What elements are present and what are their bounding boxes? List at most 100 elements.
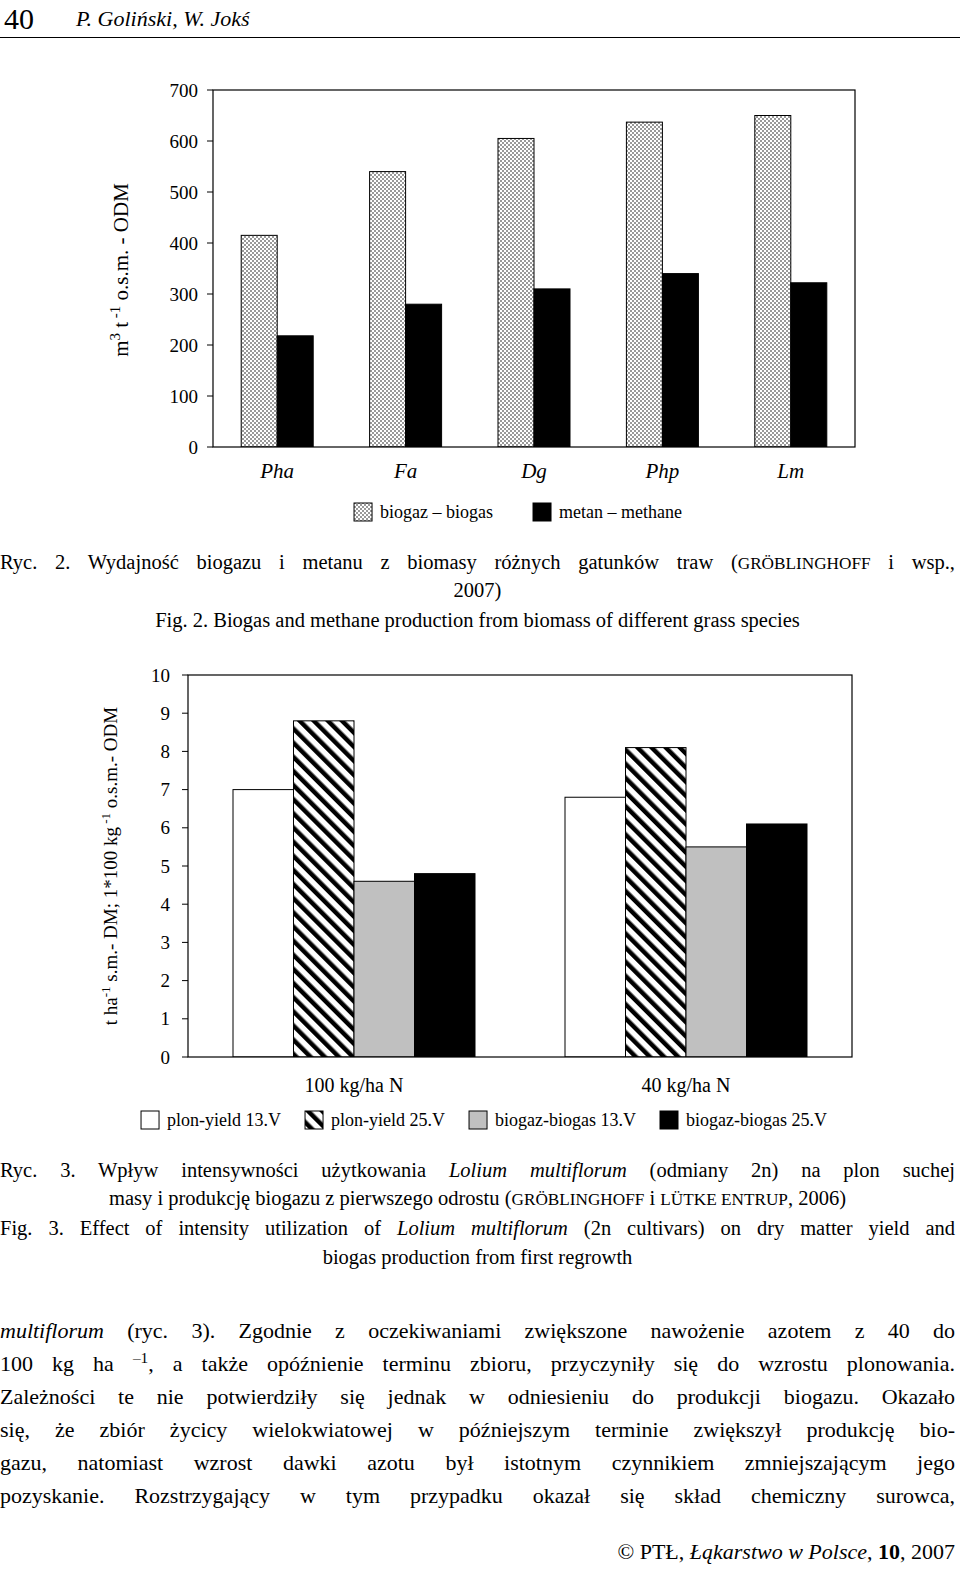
caption-line: Fig. 3. Effect of intensity utilization … bbox=[0, 1213, 955, 1243]
y-tick bbox=[182, 827, 188, 828]
bar bbox=[747, 824, 808, 1057]
caption-line-text: 2007) bbox=[454, 579, 502, 601]
body-line: multiflorum (ryc. 3). Zgodnie z oczekiwa… bbox=[0, 1314, 955, 1347]
x-tick-label: Fa bbox=[393, 459, 417, 483]
caption-line-text: Ryc. 2. Wydajność biogazu i metanu z bio… bbox=[0, 551, 738, 573]
caption-line: Ryc. 2. Wydajność biogazu i metanu z bio… bbox=[0, 547, 955, 577]
x-tick-label: 40 kg/ha N bbox=[642, 1074, 731, 1097]
y-axis-title-part: 3 bbox=[107, 333, 123, 341]
bar bbox=[755, 116, 791, 448]
y-axis-title: t ha-1 s.m.- DM; 1*100 kg -1 o.s.m.- ODM bbox=[98, 707, 122, 1026]
y-tick bbox=[207, 243, 213, 244]
x-tick-label: Dg bbox=[520, 459, 547, 483]
bar bbox=[565, 797, 626, 1057]
y-tick-label: 0 bbox=[161, 1047, 171, 1068]
y-tick bbox=[207, 294, 213, 295]
y-tick-label: 2 bbox=[161, 970, 171, 991]
caption-line-text: GRÖBLINGHOFF bbox=[738, 554, 871, 573]
y-axis-title-part: -1 bbox=[98, 813, 113, 827]
caption-line-text: biogas production from first regrowth bbox=[323, 1246, 633, 1268]
bars bbox=[241, 116, 827, 448]
y-axis-title-part: -1 bbox=[98, 986, 113, 997]
bar bbox=[791, 283, 827, 447]
y-tick-label: 3 bbox=[161, 932, 171, 953]
y-tick-label: 9 bbox=[161, 703, 171, 724]
footer-text: , 2007 bbox=[900, 1539, 955, 1564]
y-axis-title-part: t ha bbox=[100, 997, 121, 1026]
caption-line-text: GRÖBLINGHOFF bbox=[511, 1190, 644, 1209]
caption-line-text: masy i produkcję biogazu z pierwszego od… bbox=[109, 1187, 511, 1209]
running-head: P. Goliński, W. Jokś bbox=[76, 5, 250, 33]
body-line-text: pozyskanie. Rozstrzygający w tym przypad… bbox=[0, 1483, 955, 1508]
y-tick-label: 600 bbox=[170, 131, 199, 152]
y-tick bbox=[182, 1057, 188, 1058]
legend-label: metan – methane bbox=[559, 502, 682, 522]
chart: 0100200300400500600700PhaFaDgPhpLmm3 t -… bbox=[107, 80, 855, 523]
legend-label: biogaz-biogas 13.V bbox=[495, 1110, 636, 1130]
body-line-text: (ryc. 3). Zgodnie z oczekiwaniami zwięks… bbox=[104, 1318, 955, 1343]
body-line-text: multiflorum bbox=[0, 1318, 104, 1343]
y-tick-label: 6 bbox=[161, 817, 171, 838]
y-tick-label: 400 bbox=[170, 233, 199, 254]
bar bbox=[370, 172, 406, 447]
y-axis-title-part: o.s.m. - ODM bbox=[109, 183, 133, 306]
caption-line-text: Fig. 2. Biogas and methane production fr… bbox=[155, 609, 800, 631]
y-tick bbox=[182, 789, 188, 790]
legend: biogaz – biogas metan – methane bbox=[354, 502, 682, 522]
x-tick-label: Php bbox=[644, 459, 679, 483]
y-tick-label: 500 bbox=[170, 182, 199, 203]
footer-text: , bbox=[867, 1539, 878, 1564]
body-line-text: –1 bbox=[133, 1349, 148, 1366]
y-tick-label: 4 bbox=[161, 894, 171, 915]
legend-swatch bbox=[354, 503, 372, 521]
legend-swatch bbox=[305, 1111, 323, 1129]
body-line: pozyskanie. Rozstrzygający w tym przypad… bbox=[0, 1479, 955, 1512]
footer-text: © PTŁ, bbox=[617, 1539, 689, 1564]
bar bbox=[294, 721, 355, 1057]
legend-label: plon-yield 25.V bbox=[331, 1110, 445, 1130]
bar bbox=[686, 847, 747, 1057]
y-tick-label: 8 bbox=[161, 741, 171, 762]
x-tick-label: 100 kg/ha N bbox=[305, 1074, 404, 1097]
chart: 012345678910100 kg/ha N40 kg/ha Nt ha-1 … bbox=[98, 665, 853, 1131]
y-axis-title: m3 t -1 o.s.m. - ODM bbox=[107, 183, 133, 357]
y-tick-label: 5 bbox=[161, 856, 171, 877]
y-axis-title-part: s.m.- DM; 1*100 kg bbox=[100, 826, 121, 986]
y-tick-label: 300 bbox=[170, 284, 199, 305]
body-line: się, że zbiór życicy wielokwiatowej w pó… bbox=[0, 1413, 955, 1446]
y-tick bbox=[182, 866, 188, 867]
y-axis-title-part: -1 bbox=[107, 306, 123, 322]
caption-line-text: Fig. 3. Effect of intensity utilization … bbox=[0, 1217, 397, 1239]
y-tick-label: 1 bbox=[161, 1008, 171, 1029]
header-rule bbox=[0, 37, 960, 38]
plot-frame bbox=[213, 90, 855, 447]
y-tick bbox=[182, 942, 188, 943]
body-line-text: , a także opóźnienie terminu zbioru, prz… bbox=[148, 1351, 955, 1376]
bar bbox=[626, 122, 662, 447]
y-tick-label: 700 bbox=[170, 80, 199, 101]
legend: plon-yield 13.V plon-yield 25.V biogaz-bio… bbox=[141, 1110, 827, 1130]
legend-label: biogaz – biogas bbox=[380, 502, 493, 522]
y-tick-label: 0 bbox=[189, 437, 199, 458]
y-tick bbox=[182, 751, 188, 752]
x-tick-label: Lm bbox=[776, 459, 804, 483]
bar bbox=[233, 790, 294, 1057]
caption-line-text: Lolium multiflorum bbox=[397, 1217, 568, 1239]
y-tick bbox=[207, 141, 213, 142]
y-tick bbox=[182, 675, 188, 676]
y-tick-label: 7 bbox=[161, 779, 171, 800]
legend-label: plon-yield 13.V bbox=[167, 1110, 281, 1130]
footer-text: 10 bbox=[878, 1539, 900, 1564]
y-axis-title-part: m bbox=[109, 341, 133, 357]
bar bbox=[498, 138, 534, 447]
bar bbox=[415, 874, 476, 1057]
legend-label: biogaz-biogas 25.V bbox=[686, 1110, 827, 1130]
y-axis-title-part: t bbox=[109, 322, 133, 333]
y-tick bbox=[182, 904, 188, 905]
caption-line-text: LÜTKE ENTRUP bbox=[660, 1190, 788, 1209]
y-axis-title-part: o.s.m.- ODM bbox=[100, 707, 121, 813]
caption-line-text: , 2006) bbox=[788, 1187, 846, 1209]
body-line-text: Zależności te nie potwierdziły się jedna… bbox=[0, 1384, 955, 1409]
caption-line: Fig. 2. Biogas and methane production fr… bbox=[0, 605, 955, 635]
body-line: Zależności te nie potwierdziły się jedna… bbox=[0, 1380, 955, 1413]
